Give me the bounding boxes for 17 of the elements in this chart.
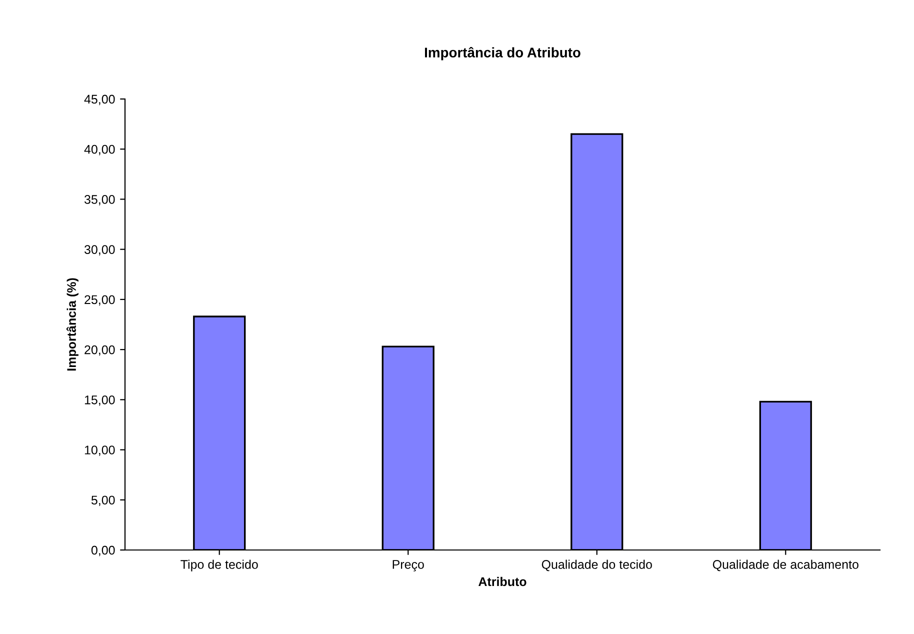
y-tick-label: 45,00	[84, 94, 115, 106]
y-tick-label: 10,00	[84, 446, 115, 456]
y-tick-label: 30,00	[84, 245, 115, 256]
y-tick-label: 0,00	[91, 546, 115, 556]
y-axis-title: Importância (%)	[66, 278, 78, 371]
y-tick-label: 25,00	[84, 295, 115, 306]
y-tick-label: 40,00	[84, 144, 115, 156]
x-tick-label: Preço	[392, 560, 424, 572]
x-tick-label: Qualidade de acabamento	[712, 560, 858, 572]
x-axis-title: Atributo	[478, 576, 526, 586]
x-tick-label: Tipo de tecido	[180, 560, 258, 572]
y-tick-label: 20,00	[84, 345, 115, 356]
x-tick-label: Qualidade do tecido	[542, 560, 652, 572]
y-tick-label: 5,00	[91, 496, 115, 506]
y-tick-label: 15,00	[84, 395, 115, 406]
y-tick-label: 35,00	[84, 195, 115, 206]
chart-title: Importância do Atributo	[424, 46, 580, 60]
